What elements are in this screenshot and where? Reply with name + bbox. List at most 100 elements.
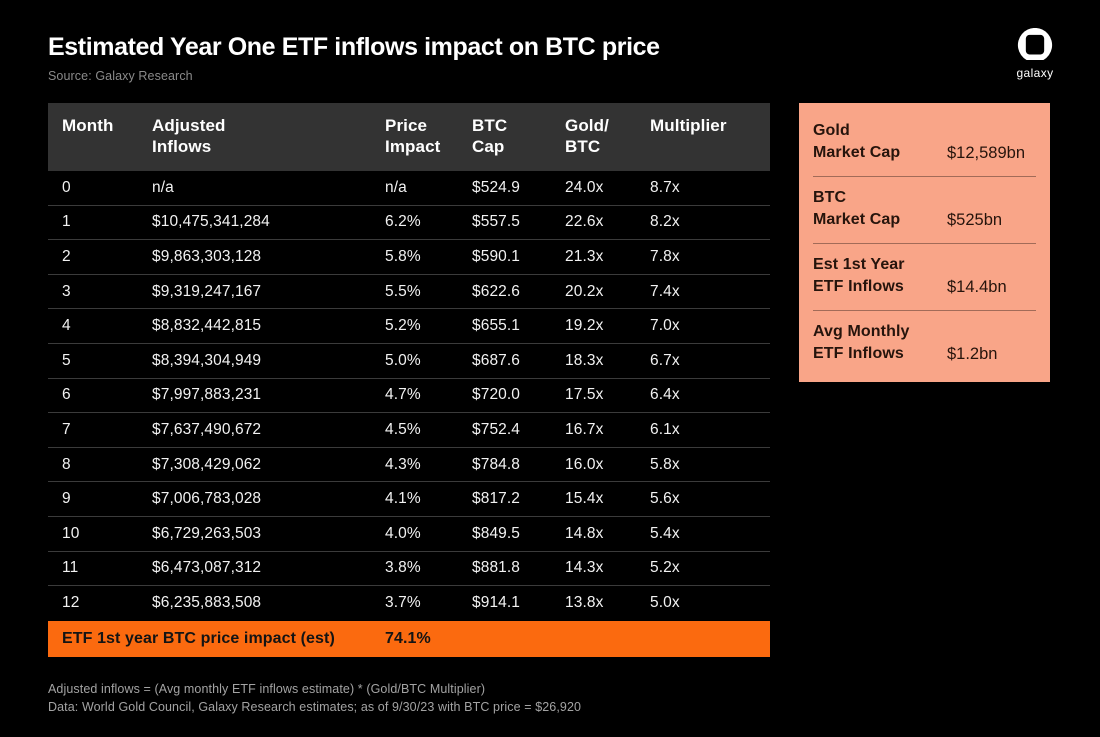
table-cell: $784.8 [472,455,521,473]
table-cell: $7,308,429,062 [152,455,262,473]
table-cell: 8.2x [650,213,680,231]
table-cell: $10,475,341,284 [152,213,270,231]
table-cell: $8,832,442,815 [152,317,262,335]
summary-label: ETF 1st year BTC price impact (est) [62,629,335,647]
table-cell: $622.6 [472,282,521,300]
table-cell: $655.1 [472,317,521,335]
table-cell: 13.8x [565,594,604,612]
table-row: 12 $6,235,883,508 3.7% $914.1 13.8x 5.0x [48,586,770,621]
table-row: 8 $7,308,429,062 4.3% $784.8 16.0x 5.8x [48,448,770,483]
page-title: Estimated Year One ETF inflows impact on… [48,33,660,61]
stat-value: $525bn [947,211,1003,229]
table-cell: 22.6x [565,213,604,231]
table-cell: 12 [62,594,80,612]
table-cell: 5 [62,351,71,369]
table-row: 10 $6,729,263,503 4.0% $849.5 14.8x 5.4x [48,517,770,552]
table-body: 0 n/a n/a $524.9 24.0x 8.7x 1 $10,475,341,284 6.… [48,171,770,621]
table-cell: 9 [62,490,71,508]
table-cell: 19.2x [565,317,604,335]
table-cell: $6,235,883,508 [152,594,262,612]
table-cell: 6.4x [650,386,680,404]
table-cell: $590.1 [472,247,521,265]
table-cell: 5.8x [650,455,680,473]
column-header: Adjusted Inflows [152,116,226,156]
table-cell: 14.8x [565,524,604,542]
table-header-row: Month Adjusted Inflows Price Impact BTC Cap… [48,103,770,171]
column-header: Price Impact [385,116,441,156]
table-cell: $6,473,087,312 [152,559,262,577]
table-cell: n/a [152,178,174,196]
table-cell: 16.7x [565,420,604,438]
table-cell: 6.7x [650,351,680,369]
stat-value: $1.2bn [947,345,998,363]
table-cell: 5.2x [650,559,680,577]
table-cell: 1 [62,213,71,231]
stat-label: BTC Market Cap [813,189,901,228]
stat-item: Gold Market Cap $12,589bn [813,110,1036,177]
stat-label: Gold Market Cap [813,122,901,161]
table-cell: 0 [62,178,71,196]
stat-value: $12,589bn [947,144,1025,162]
table-cell: $6,729,263,503 [152,524,262,542]
table-cell: 18.3x [565,351,604,369]
galaxy-wordmark: galaxy [1016,66,1054,80]
table-cell: 4 [62,317,71,335]
table-row: 9 $7,006,783,028 4.1% $817.2 15.4x 5.6x [48,482,770,517]
table-summary-row: ETF 1st year BTC price impact (est) 74.1… [48,620,770,657]
table-cell: 24.0x [565,178,604,196]
column-header: BTC Cap [472,116,508,156]
table-cell: 5.6x [650,490,680,508]
table-cell: 2 [62,247,71,265]
table-cell: 7.4x [650,282,680,300]
footnote-formula: Adjusted inflows = (Avg monthly ETF infl… [48,682,486,696]
table-cell: $9,863,303,128 [152,247,262,265]
stat-label: Est 1st Year ETF Inflows [813,256,905,295]
stat-item: Est 1st Year ETF Inflows $14.4bn [813,244,1036,311]
table-cell: 7 [62,420,71,438]
table-cell: 3.7% [385,594,421,612]
table-row: 1 $10,475,341,284 6.2% $557.5 22.6x 8.2x [48,206,770,241]
table-cell: $524.9 [472,178,521,196]
table-row: 11 $6,473,087,312 3.8% $881.8 14.3x 5.2x [48,552,770,587]
table-cell: 14.3x [565,559,604,577]
table-cell: 11 [62,559,79,577]
table-row: 0 n/a n/a $524.9 24.0x 8.7x [48,171,770,206]
source-label: Source: Galaxy Research [48,69,193,83]
table-cell: 6.1x [650,420,680,438]
table-cell: $7,637,490,672 [152,420,262,438]
table-row: 6 $7,997,883,231 4.7% $720.0 17.5x 6.4x [48,379,770,414]
stat-item: Avg Monthly ETF Inflows $1.2bn [813,311,1036,377]
stat-item: BTC Market Cap $525bn [813,177,1036,244]
footnotes: Adjusted inflows = (Avg monthly ETF infl… [48,680,581,716]
table-cell: 5.0x [650,594,680,612]
table-cell: 4.3% [385,455,421,473]
table-cell: 5.0% [385,351,421,369]
table-cell: $817.2 [472,490,521,508]
stat-label: Avg Monthly ETF Inflows [813,323,910,362]
table-cell: 4.7% [385,386,421,404]
table-cell: $9,319,247,167 [152,282,262,300]
table-cell: $914.1 [472,594,521,612]
column-header: Gold/ BTC [565,116,609,156]
table-cell: 20.2x [565,282,604,300]
table-row: 3 $9,319,247,167 5.5% $622.6 20.2x 7.4x [48,275,770,310]
market-stats-panel: Gold Market Cap $12,589bn BTC Market Cap $5… [799,103,1050,382]
table-cell: $7,006,783,028 [152,490,262,508]
stat-value: $14.4bn [947,278,1007,296]
table-row: 4 $8,832,442,815 5.2% $655.1 19.2x 7.0x [48,309,770,344]
table-cell: 3 [62,282,71,300]
galaxy-helmet-icon [1017,28,1053,60]
table-row: 2 $9,863,303,128 5.8% $590.1 21.3x 7.8x [48,240,770,275]
table-cell: 5.8% [385,247,421,265]
table-cell: 16.0x [565,455,604,473]
column-header: Month [62,116,114,135]
table-cell: $8,394,304,949 [152,351,262,369]
table-cell: 8 [62,455,71,473]
table-cell: $7,997,883,231 [152,386,262,404]
etf-impact-table: Month Adjusted Inflows Price Impact BTC Cap… [48,103,770,657]
table-cell: 10 [62,524,80,542]
table-cell: n/a [385,178,407,196]
table-cell: $720.0 [472,386,521,404]
table-cell: 15.4x [565,490,604,508]
